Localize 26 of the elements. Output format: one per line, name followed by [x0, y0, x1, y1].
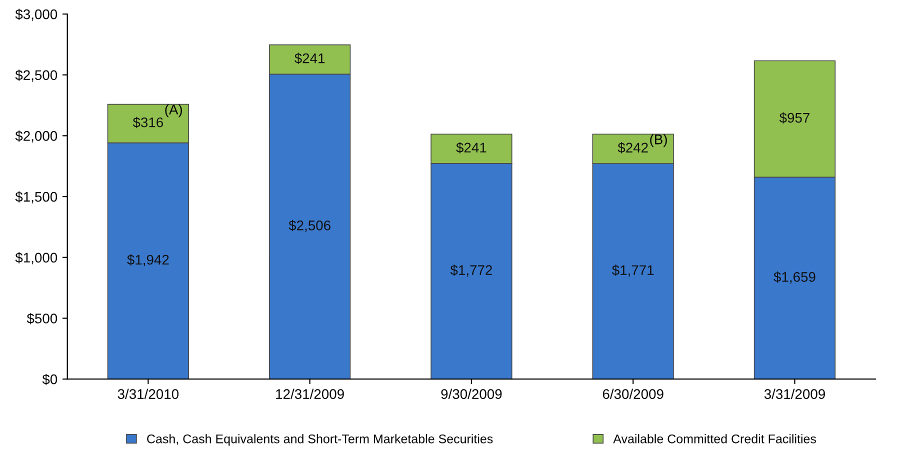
y-tick-label: $1,000 — [15, 252, 58, 264]
legend-label: Available Committed Credit Facilities — [613, 434, 816, 444]
data-label: $2,506 — [288, 220, 330, 232]
y-tick-label: $3,000 — [15, 8, 58, 21]
x-tick-label: 9/30/2009 — [441, 388, 502, 400]
data-label: $1,659 — [774, 271, 816, 284]
y-tick-label: $2,500 — [15, 70, 58, 82]
data-label: $241 — [456, 142, 486, 154]
y-tick-label: $1,500 — [15, 191, 58, 204]
data-label: $1,772 — [450, 264, 492, 277]
x-tick-label: 6/30/2009 — [602, 388, 664, 400]
data-label: $242 — [618, 142, 648, 154]
legend-label: Cash, Cash Equivalents and Short-Term Marketable Securities — [147, 434, 493, 446]
data-label: $316 — [132, 116, 164, 128]
x-tick-label: 12/31/2009 — [276, 388, 344, 400]
data-label: $241 — [294, 52, 325, 64]
x-tick-label: 3/31/2009 — [764, 388, 825, 400]
data-label: $957 — [779, 112, 810, 124]
y-tick-label: $0 — [42, 374, 58, 386]
annotation: (A) — [165, 104, 182, 118]
x-tick-label: 3/31/2010 — [118, 388, 179, 400]
y-tick-label: $2,000 — [15, 130, 58, 143]
data-label: $1,771 — [612, 264, 654, 277]
annotation: (B) — [650, 134, 667, 148]
data-label: $1,942 — [127, 254, 169, 266]
y-tick-label: $500 — [26, 312, 58, 324]
